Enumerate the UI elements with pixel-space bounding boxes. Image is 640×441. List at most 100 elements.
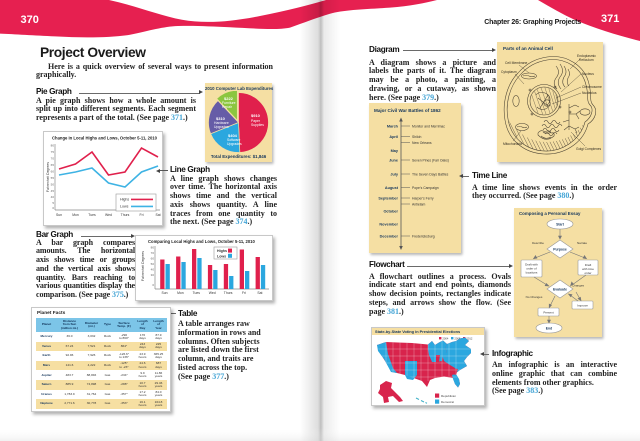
svg-text:Improve: Improve: [577, 304, 588, 308]
svg-text:Evaluate: Evaluate: [553, 288, 567, 292]
svg-text:October: October: [383, 210, 398, 214]
svg-text:0: 0: [52, 206, 54, 210]
svg-text:5: 5: [52, 201, 54, 205]
svg-text:60: 60: [51, 170, 55, 174]
svg-text:2004: 2004: [442, 336, 448, 340]
svg-text:Chromosome: Chromosome: [582, 85, 602, 89]
svg-text:Change in Local Highs and Lows: Change in Local Highs and Lows, October …: [52, 136, 158, 141]
svg-text:July: July: [390, 173, 398, 177]
svg-text:September: September: [378, 197, 398, 201]
svg-text:Tues: Tues: [88, 213, 96, 217]
svg-text:$222: $222: [224, 96, 234, 101]
svg-text:2012: 2012: [466, 336, 472, 340]
svg-text:55: 55: [51, 176, 55, 180]
svg-text:80: 80: [51, 144, 55, 148]
svg-text:Draft: Draft: [585, 263, 592, 267]
svg-text:Endoplasmic: Endoplasmic: [577, 54, 596, 58]
svg-text:Mon: Mon: [72, 213, 79, 217]
svg-text:Mitochondria: Mitochondria: [503, 142, 522, 146]
svg-text:40: 40: [151, 268, 155, 272]
svg-text:End: End: [546, 327, 552, 331]
svg-text:Present: Present: [543, 311, 554, 315]
svg-text:0: 0: [152, 283, 154, 287]
svg-text:Software: Software: [227, 138, 240, 142]
svg-text:Fri: Fri: [242, 291, 246, 295]
svg-text:Fri: Fri: [140, 213, 144, 217]
svg-text:Golgi Complexes: Golgi Complexes: [576, 147, 601, 151]
svg-text:Lows: Lows: [120, 205, 129, 209]
svg-text:Sat: Sat: [257, 291, 262, 295]
svg-text:Paper: Paper: [251, 119, 261, 123]
svg-text:2008: 2008: [454, 336, 460, 340]
svg-text:Highs: Highs: [120, 198, 129, 202]
svg-text:80: 80: [151, 246, 155, 250]
svg-text:70: 70: [151, 251, 155, 255]
svg-text:Thurs: Thurs: [224, 291, 233, 295]
svg-text:November: November: [379, 223, 398, 227]
svg-text:30: 30: [151, 273, 155, 277]
svg-text:Sun: Sun: [56, 213, 62, 217]
svg-text:Draft with: Draft with: [525, 263, 538, 267]
svg-text:60: 60: [151, 257, 155, 261]
svg-text:Antietam: Antietam: [412, 202, 426, 206]
svg-text:$404: $404: [228, 133, 238, 138]
svg-text:75: 75: [51, 150, 55, 154]
svg-text:Wed: Wed: [209, 291, 216, 295]
svg-text:Repair: Repair: [222, 105, 233, 109]
svg-text:45: 45: [51, 189, 55, 193]
svg-text:Cell Membrane: Cell Membrane: [505, 61, 528, 65]
svg-text:Mon: Mon: [177, 291, 184, 295]
svg-text:Thurs: Thurs: [121, 213, 130, 217]
svg-text:$910: $910: [251, 113, 261, 118]
svg-text:Fredericksburg: Fredericksburg: [412, 234, 435, 238]
svg-text:50: 50: [51, 183, 55, 187]
svg-text:order: order: [584, 271, 591, 275]
svg-text:Describe: Describe: [532, 241, 544, 245]
svg-text:April: April: [389, 135, 398, 139]
svg-text:Tues: Tues: [193, 291, 201, 295]
svg-text:Monitor and Merrimac: Monitor and Merrimac: [412, 124, 445, 128]
svg-text:Start: Start: [556, 223, 565, 227]
svg-text:40: 40: [51, 195, 55, 199]
svg-text:Wed: Wed: [105, 213, 112, 217]
svg-text:$310: $310: [216, 116, 226, 121]
svg-text:June: June: [389, 159, 398, 163]
svg-text:Shiloh: Shiloh: [412, 135, 422, 139]
svg-text:Harper's Ferry: Harper's Ferry: [412, 196, 434, 200]
svg-text:Furniture: Furniture: [222, 101, 236, 105]
svg-text:No Changes: No Changes: [526, 295, 543, 299]
svg-text:Purpose: Purpose: [553, 248, 567, 252]
svg-text:Pope's Campaign: Pope's Campaign: [412, 186, 439, 190]
svg-text:Sun: Sun: [161, 291, 167, 295]
svg-text:Nucleolus: Nucleolus: [582, 91, 597, 95]
svg-text:Sat: Sat: [155, 213, 160, 217]
svg-text:Fahrenheit Degrees: Fahrenheit Degrees: [141, 251, 145, 281]
svg-text:Upgrades: Upgrades: [214, 125, 229, 129]
svg-text:with time: with time: [582, 267, 594, 271]
svg-text:Republican: Republican: [441, 394, 456, 398]
svg-text:locations: locations: [526, 271, 538, 275]
svg-text:50: 50: [151, 262, 155, 266]
svg-text:Nucleus: Nucleus: [582, 72, 594, 76]
svg-text:Changes: Changes: [572, 284, 585, 288]
svg-text:New Orleans: New Orleans: [412, 141, 432, 145]
svg-text:March: March: [387, 125, 399, 129]
svg-text:Seven Pines (Fair Oaks): Seven Pines (Fair Oaks): [412, 158, 449, 162]
svg-text:December: December: [380, 235, 399, 239]
svg-text:May: May: [391, 149, 399, 153]
svg-text:Fahrenheit Degrees: Fahrenheit Degrees: [46, 162, 50, 192]
svg-text:The Seven Days Battles: The Seven Days Battles: [412, 172, 449, 176]
svg-text:Reticulum: Reticulum: [579, 58, 594, 62]
svg-text:Hardware: Hardware: [214, 121, 229, 125]
svg-text:Democrat: Democrat: [441, 400, 454, 404]
svg-text:order of: order of: [526, 267, 537, 271]
svg-text:Lows: Lows: [217, 255, 226, 259]
svg-text:Upgrades: Upgrades: [227, 142, 242, 146]
svg-text:August: August: [385, 186, 399, 190]
svg-text:Narrate: Narrate: [577, 241, 587, 245]
svg-text:Highs: Highs: [217, 249, 227, 253]
svg-text:Comparing Local Highs and Lows: Comparing Local Highs and Lows, October …: [148, 239, 255, 244]
svg-text:70: 70: [51, 157, 55, 161]
svg-text:Supplies: Supplies: [251, 123, 264, 127]
svg-text:Cytoplasm: Cytoplasm: [501, 70, 517, 74]
